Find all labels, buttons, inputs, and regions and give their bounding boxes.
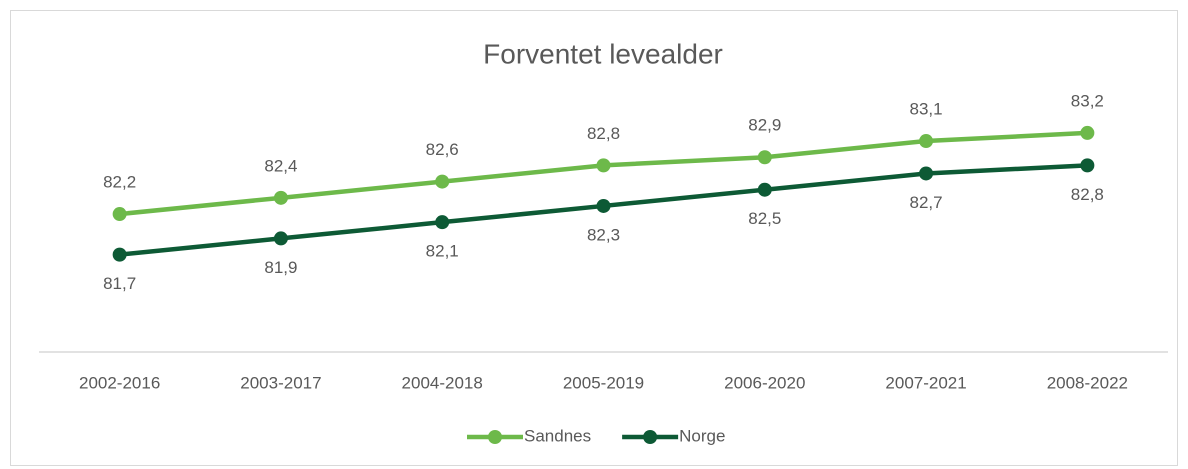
data-label: 82,3 (587, 225, 620, 244)
legend-label: Norge (679, 426, 725, 445)
point (1080, 158, 1095, 173)
data-label: 82,9 (748, 116, 781, 135)
data-label: 82,5 (748, 209, 781, 228)
chart-title: Forventet levealder (483, 38, 723, 69)
x-tick-label: 2004-2018 (402, 373, 483, 392)
data-label: 82,6 (426, 140, 459, 159)
data-label: 81,9 (264, 258, 297, 277)
data-label: 82,7 (910, 193, 943, 212)
point (919, 166, 934, 181)
x-tick-label: 2005-2019 (563, 373, 644, 392)
point (273, 231, 288, 246)
data-label: 82,4 (264, 156, 297, 175)
chart-frame (10, 10, 1178, 466)
point (919, 134, 934, 149)
x-tick-label: 2008-2022 (1047, 373, 1128, 392)
data-label: 81,7 (103, 274, 136, 293)
x-tick-label: 2007-2021 (885, 373, 966, 392)
data-label: 82,1 (426, 242, 459, 261)
data-label: 82,2 (103, 173, 136, 192)
point (596, 198, 611, 213)
legend-marker (643, 430, 658, 444)
x-tick-label: 2002-2016 (79, 373, 160, 392)
data-label: 83,2 (1071, 91, 1104, 110)
point (757, 150, 772, 165)
data-label: 82,8 (1071, 185, 1104, 204)
data-label: 83,1 (910, 100, 943, 119)
point (112, 207, 127, 222)
point (273, 190, 288, 205)
point (435, 174, 450, 189)
data-label: 82,8 (587, 124, 620, 143)
point (435, 215, 450, 230)
point (757, 182, 772, 197)
legend-marker (488, 430, 502, 444)
x-tick-label: 2003-2017 (240, 373, 321, 392)
legend-label: Sandnes (524, 426, 591, 445)
point (112, 247, 127, 262)
x-tick-label: 2006-2020 (724, 373, 805, 392)
point (1080, 125, 1095, 140)
point (596, 158, 611, 173)
